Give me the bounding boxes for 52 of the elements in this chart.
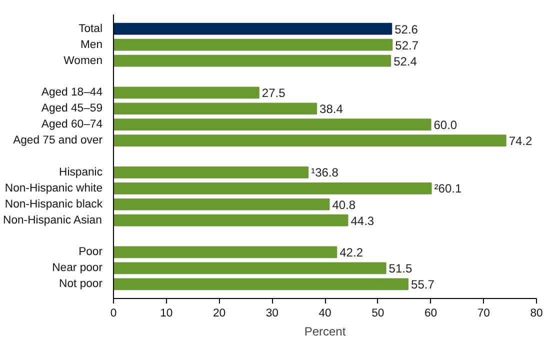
y-tick-label: Near poor bbox=[52, 262, 103, 274]
x-tick-label: 50 bbox=[372, 308, 384, 320]
bar bbox=[114, 54, 392, 67]
bar bbox=[114, 166, 309, 178]
y-tick-label: Poor bbox=[78, 246, 103, 258]
bar bbox=[114, 278, 409, 290]
data-label: 60.0 bbox=[434, 118, 458, 132]
y-tick-label: Aged 18–44 bbox=[41, 86, 103, 99]
data-label: 52.6 bbox=[394, 22, 418, 36]
data-label: 44.3 bbox=[350, 214, 374, 228]
y-tick-label: Aged 60–74 bbox=[41, 118, 103, 131]
x-tick-label: 40 bbox=[318, 308, 332, 320]
data-label: 38.4 bbox=[320, 102, 344, 116]
x-tick-label: 10 bbox=[160, 308, 173, 320]
x-tick-label: 80 bbox=[530, 308, 543, 320]
bar bbox=[114, 134, 506, 146]
bar bbox=[114, 118, 432, 131]
bar bbox=[114, 102, 318, 115]
bar bbox=[114, 22, 392, 35]
y-tick-label: Women bbox=[64, 54, 103, 67]
bar bbox=[114, 198, 330, 210]
y-tick-label: Non-Hispanic black bbox=[4, 198, 103, 210]
data-label: 42.2 bbox=[340, 246, 364, 260]
bar bbox=[114, 182, 432, 194]
data-label: 74.2 bbox=[508, 134, 533, 148]
y-tick-label: Aged 45–59 bbox=[41, 102, 103, 115]
bar bbox=[114, 214, 348, 226]
y-tick-label: Not poor bbox=[59, 278, 103, 290]
y-tick-label: Non-Hispanic white bbox=[4, 182, 103, 194]
x-tick-label: 70 bbox=[477, 308, 490, 320]
bar bbox=[114, 38, 393, 51]
data-label: 27.5 bbox=[262, 86, 286, 100]
data-label: 40.8 bbox=[332, 198, 356, 212]
x-axis-title: Percent bbox=[304, 324, 346, 338]
y-tick-label: Aged 75 and over bbox=[13, 134, 103, 147]
data-label: ²60.1 bbox=[434, 181, 462, 196]
bar bbox=[114, 262, 386, 274]
x-tick-label: 0 bbox=[110, 308, 117, 320]
y-tick-label: Men bbox=[80, 38, 103, 51]
data-label: 51.5 bbox=[388, 262, 412, 276]
data-label: ¹36.8 bbox=[311, 165, 339, 180]
x-tick-label: 20 bbox=[212, 308, 226, 320]
y-tick-label: Total bbox=[78, 22, 103, 35]
x-tick-label: 60 bbox=[424, 308, 438, 320]
data-label: 55.7 bbox=[411, 278, 435, 292]
y-tick-label: Hispanic bbox=[59, 166, 103, 178]
y-tick-label: Non-Hispanic Asian bbox=[3, 214, 102, 226]
bar bbox=[114, 246, 338, 258]
data-label: 52.7 bbox=[395, 38, 419, 52]
bar bbox=[114, 86, 260, 99]
x-tick-label: 30 bbox=[266, 308, 278, 320]
data-label: 52.4 bbox=[394, 54, 418, 68]
